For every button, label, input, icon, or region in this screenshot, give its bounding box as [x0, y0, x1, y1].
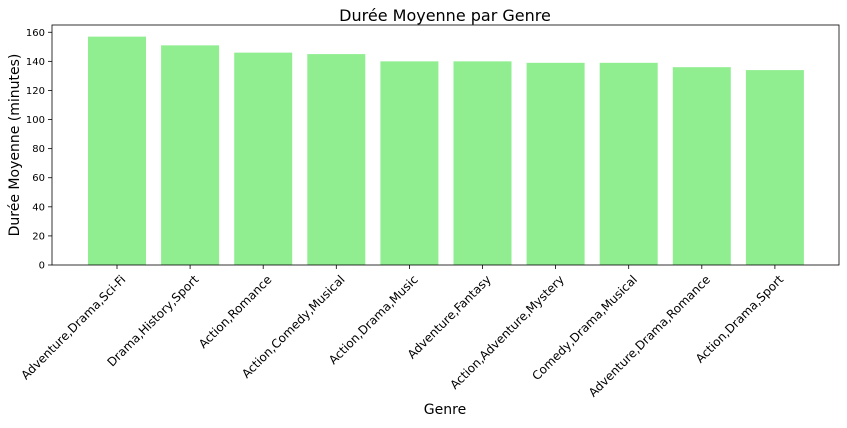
y-axis-label: Durée Moyenne (minutes) [7, 54, 23, 237]
bar [672, 67, 731, 266]
chart-title: Durée Moyenne par Genre [339, 6, 551, 25]
y-tick-label: 40 [32, 202, 45, 213]
bars-group [88, 36, 804, 266]
y-tick-label: 60 [32, 173, 45, 184]
bar [307, 54, 366, 266]
bar [599, 62, 658, 265]
x-tick-label: Action,Romance [196, 272, 275, 351]
x-axis-ticks: Adventure,Drama,Sci-FiDrama,History,Spor… [18, 265, 786, 400]
y-tick-label: 140 [26, 57, 45, 68]
y-axis-ticks: 0 20 40 60 80 100 120 140 160 [26, 28, 52, 272]
y-tick-label: 120 [26, 86, 45, 97]
y-tick-label: 20 [32, 231, 45, 242]
bar [526, 62, 585, 265]
y-tick-label: 100 [26, 115, 45, 126]
bar [380, 61, 439, 265]
plot-area-frame [51, 24, 840, 266]
bar [88, 36, 146, 265]
bar [453, 61, 512, 265]
y-tick-label: 80 [32, 144, 45, 155]
x-tick-label: Adventure,Drama,Romance [586, 272, 713, 399]
y-tick-label: 0 [39, 261, 45, 272]
bar [234, 52, 293, 265]
bar [745, 70, 804, 265]
x-axis-label: Genre [424, 402, 466, 418]
bar [161, 45, 220, 265]
y-tick-label: 160 [26, 28, 45, 39]
